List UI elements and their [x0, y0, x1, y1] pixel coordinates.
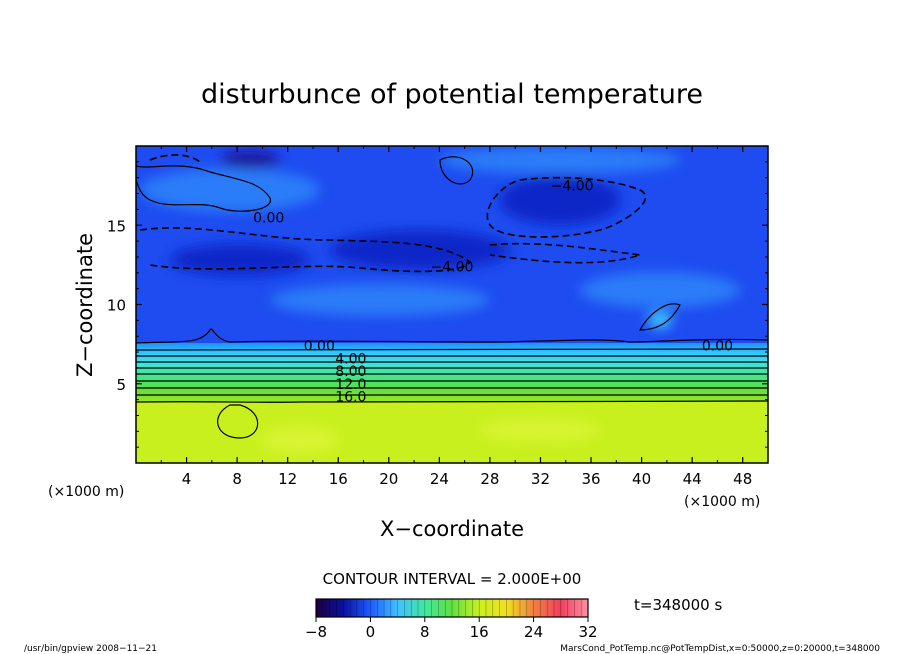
neg-contour	[149, 154, 201, 163]
neg-contour	[486, 176, 647, 238]
x-tick-label: 44	[683, 470, 702, 488]
lower-field-texture	[260, 418, 600, 454]
contour-lines	[136, 156, 768, 439]
y-axis-ticks: 5 10 15	[107, 161, 768, 448]
dark-patch	[170, 244, 310, 276]
light-patch	[270, 284, 490, 316]
dark-patch	[330, 230, 510, 270]
footer-left: /usr/bin/gpview 2008−11−21	[24, 644, 157, 654]
colorbar-tick-label: 0	[366, 623, 376, 641]
colorbar-ticks: −8 0 8 16 24 32	[305, 617, 598, 641]
colorbar-tick-label: −8	[305, 623, 327, 641]
x-tick-label: 24	[430, 470, 449, 488]
contour-upper	[439, 156, 474, 185]
x-tick-label: 20	[379, 470, 398, 488]
x-tick-label: 48	[733, 470, 752, 488]
contour-label: −4.00	[551, 179, 594, 195]
lower-field	[136, 402, 768, 463]
y-axis-label: Z−coordinate	[73, 233, 97, 377]
contour-0	[136, 328, 768, 344]
x-tick-label: 36	[581, 470, 600, 488]
x-axis-label: X−coordinate	[380, 517, 524, 541]
chart-title: disturbunce of potential temperature	[201, 79, 703, 110]
dark-patch	[500, 175, 620, 225]
light-patch	[140, 168, 320, 212]
colorbar-tick-label: 8	[420, 623, 430, 641]
dark-patch	[220, 152, 280, 168]
y-tick-label: 10	[107, 297, 126, 315]
x-tick-label: 12	[278, 470, 297, 488]
x-unit-right: (×1000 m)	[684, 494, 760, 510]
colorbar-frame	[315, 598, 589, 618]
x-tick-label: 8	[232, 470, 242, 488]
x-tick-label: 16	[329, 470, 348, 488]
negative-contours	[139, 154, 647, 273]
footer-right: MarsCond_PotTemp.nc@PotTempDist,x=0:5000…	[560, 644, 880, 654]
contour-closed	[217, 404, 259, 439]
contour-label: 0.00	[253, 210, 284, 226]
light-patch	[440, 146, 680, 174]
contour-label: 16.0	[335, 389, 366, 405]
neg-contour	[139, 227, 472, 273]
colorbar-tick-label: 32	[578, 623, 597, 641]
x-tick-label: 32	[531, 470, 550, 488]
contour-upper	[136, 165, 271, 212]
x-axis-ticks: 4 8 12 16 20 24 28 32 36 40 44 48	[160, 146, 752, 488]
upper-field-texture	[140, 146, 740, 328]
contour-upper	[638, 303, 681, 331]
x-tick-label: 4	[182, 470, 192, 488]
x-tick-label: 28	[480, 470, 499, 488]
colorbar-tick-label: 16	[470, 623, 489, 641]
time-label: t=348000 s	[634, 596, 722, 614]
neg-contour	[489, 242, 641, 264]
y-tick-label: 15	[107, 217, 126, 235]
colorbar-dividers	[315, 599, 589, 617]
contour-label: 8.00	[335, 364, 366, 380]
contour-label: 12.0	[335, 377, 366, 393]
light-patch	[480, 418, 600, 442]
x-tick-label: 40	[632, 470, 651, 488]
light-patch	[260, 426, 340, 454]
contour-label: 4.00	[335, 351, 366, 367]
contour-2	[136, 348, 768, 351]
colorbar-tick-label: 24	[524, 623, 543, 641]
contour-label: 0.00	[304, 339, 335, 355]
light-patch	[648, 312, 672, 328]
x-unit-left: (×1000 m)	[48, 484, 124, 500]
gradient-band	[136, 343, 768, 403]
contour-label: −4.00	[431, 259, 474, 275]
contour-label: 0.00	[702, 339, 733, 355]
contour-18	[136, 400, 768, 403]
light-patch	[580, 272, 740, 308]
y-tick-label: 5	[116, 376, 126, 394]
contour-interval: CONTOUR INTERVAL = 2.000E+00	[323, 570, 582, 588]
